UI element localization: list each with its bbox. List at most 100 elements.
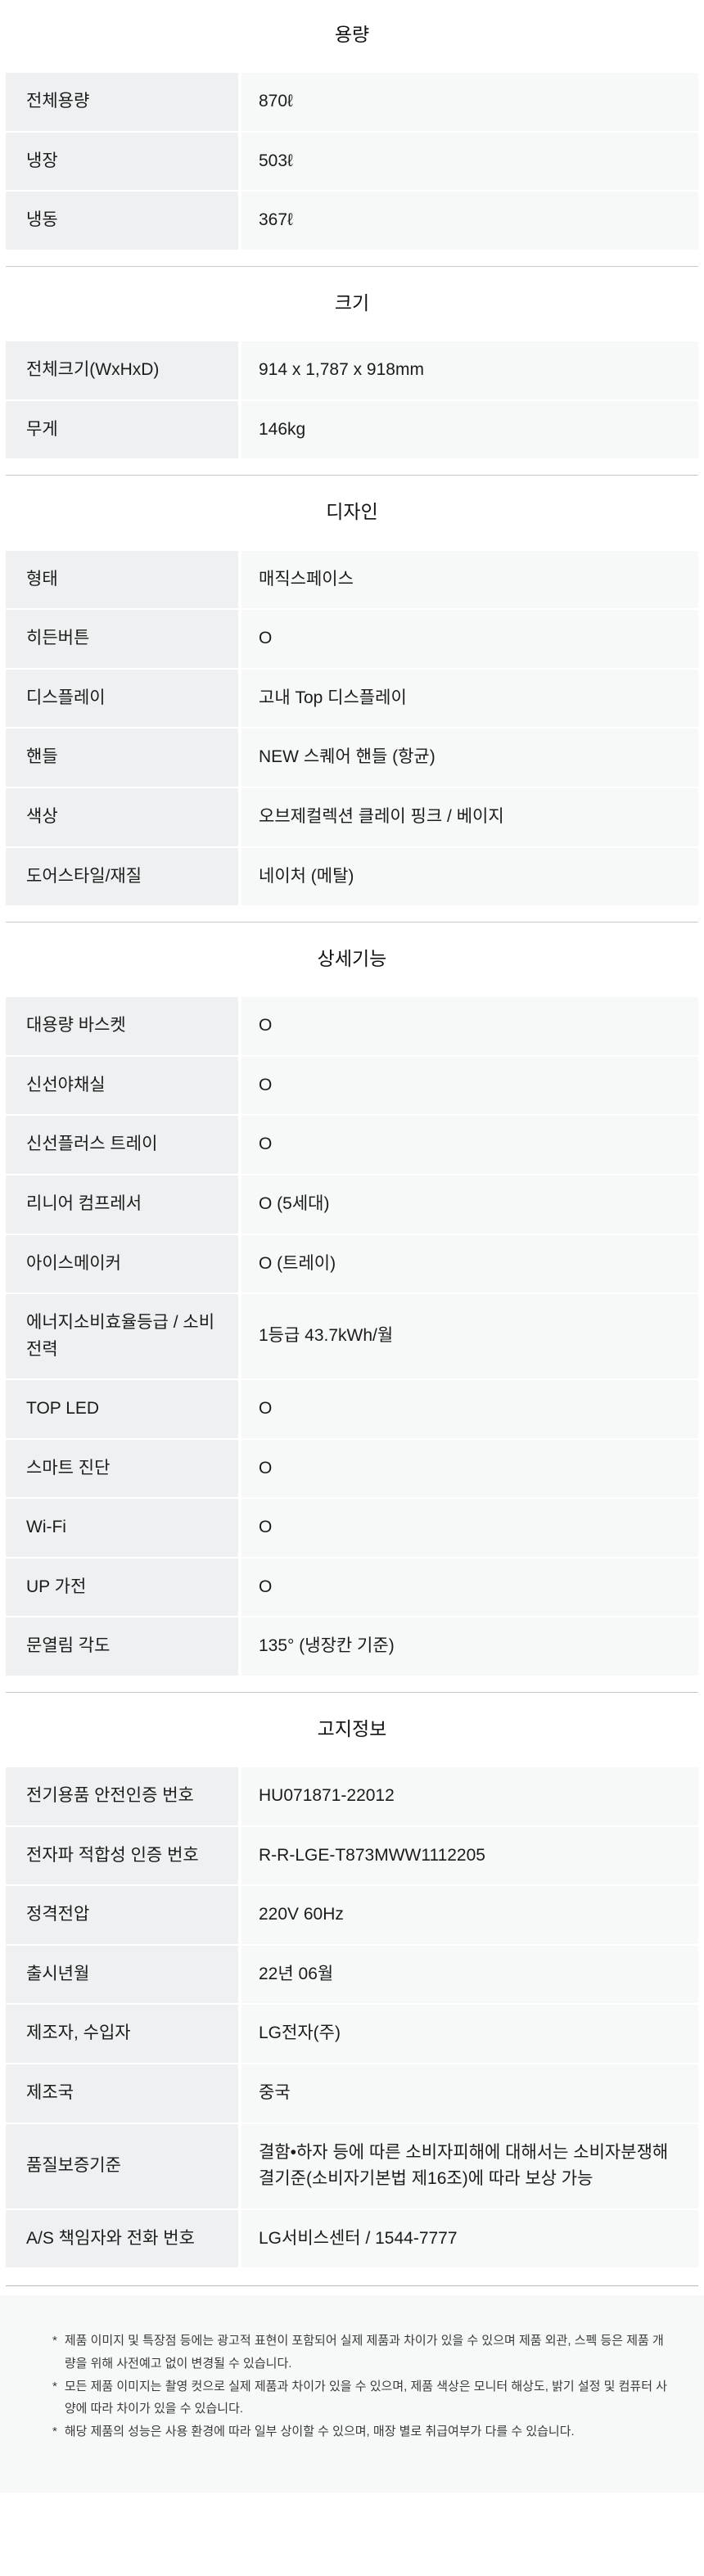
spec-table: 전체크기(WxHxD) 914 x 1,787 x 918mm 무게 146kg (0, 341, 704, 459)
spec-value-cell: 367ℓ (241, 192, 698, 250)
spec-label: 에너지소비효율등급 / 소비전력 (26, 1313, 215, 1359)
footnote-bullet: * (52, 2379, 57, 2393)
spec-value: 146kg (259, 419, 306, 439)
spec-label-cell: 리니어 컴프레서 (6, 1175, 238, 1234)
spec-label-cell: 히든버튼 (6, 610, 238, 668)
section-title: 용량 (334, 24, 370, 45)
spec-label-cell: TOP LED (6, 1380, 238, 1438)
spec-label: 신선야채실 (26, 1075, 106, 1094)
section-title: 고지정보 (317, 1717, 387, 1739)
table-row: 전자파 적합성 인증 번호 R-R-LGE-T873MWW1112205 (6, 1826, 698, 1885)
table-row: 전체용량 870ℓ (6, 73, 698, 131)
spec-value-cell: O (241, 1116, 698, 1175)
section-title: 상세기능 (317, 948, 387, 970)
footnote-item: * 해당 제품의 성능은 사용 환경에 따라 일부 상이할 수 있으며, 매장 별… (52, 2420, 667, 2443)
spec-label: 전체용량 (26, 92, 90, 111)
table-row: Wi-Fi O (6, 1499, 698, 1557)
table-row: 핸들 NEW 스퀘어 핸들 (항균) (6, 729, 698, 787)
spec-value-cell: 매직스페이스 (241, 550, 698, 609)
spec-label: 품질보증기준 (26, 2155, 121, 2175)
spec-value: O (259, 1016, 273, 1035)
spec-label: 제조자, 수입자 (26, 2023, 131, 2043)
table-row: 전체크기(WxHxD) 914 x 1,787 x 918mm (6, 341, 698, 399)
spec-value: 367ℓ (259, 210, 293, 230)
spec-value: 914 x 1,787 x 918mm (259, 360, 424, 380)
spec-section: 상세기능 대용량 바스켓 O 신선야채실 O 신선플러스 트레이 O 리니어 컴프레서 O (5… (0, 945, 704, 1676)
spec-value-cell: 135° (냉장칸 기준) (241, 1617, 698, 1676)
spec-label: 리니어 컴프레서 (26, 1194, 142, 1214)
spec-label-cell: 냉장 (6, 132, 238, 191)
spec-label: 색상 (26, 806, 58, 826)
spec-value: O (259, 1518, 273, 1537)
spec-table: 대용량 바스켓 O 신선야채실 O 신선플러스 트레이 O 리니어 컴프레서 O (5세대) 아… (0, 997, 704, 1676)
spec-label: UP 가전 (26, 1577, 87, 1596)
spec-value: 고내 Top 디스플레이 (259, 688, 407, 707)
spec-label: 전기용품 안전인증 번호 (26, 1786, 194, 1806)
spec-label: 핸들 (26, 747, 58, 767)
spec-label-cell: 아이스메이커 (6, 1234, 238, 1293)
spec-value-cell: 고내 Top 디스플레이 (241, 669, 698, 728)
footnote-text: 제품 이미지 및 특장점 등에는 광고적 표현이 포함되어 실제 제품과 차이가… (64, 2334, 664, 2371)
spec-label-cell: 형태 (6, 550, 238, 609)
spec-label-cell: 제조자, 수입자 (6, 2005, 238, 2064)
table-row: 리니어 컴프레서 O (5세대) (6, 1175, 698, 1234)
spec-value-cell: 네이처 (메탈) (241, 847, 698, 906)
spec-table: 전기용품 안전인증 번호 HU071871-22012 전자파 적합성 인증 번호 R… (0, 1767, 704, 2268)
footnote-text: 모든 제품 이미지는 촬영 컷으로 실제 제품과 차이가 있을 수 있으며, 제… (64, 2379, 667, 2416)
section-title: 디자인 (326, 501, 378, 523)
spec-label: TOP LED (26, 1399, 100, 1419)
spec-value: 135° (냉장칸 기준) (259, 1636, 395, 1656)
spec-label: 전자파 적합성 인증 번호 (26, 1845, 199, 1865)
spec-section: 용량 전체용량 870ℓ 냉장 503ℓ 냉동 367ℓ (0, 21, 704, 250)
spec-value: O (259, 1075, 273, 1094)
spec-value: HU071871-22012 (259, 1786, 395, 1806)
spec-value: 매직스페이스 (259, 569, 354, 589)
footnote-item: * 모든 제품 이미지는 촬영 컷으로 실제 제품과 차이가 있을 수 있으며, … (52, 2375, 667, 2421)
spec-label-cell: 냉동 (6, 192, 238, 250)
spec-label: 디스플레이 (26, 688, 106, 707)
table-row: 히든버튼 O (6, 610, 698, 668)
table-row: 형태 매직스페이스 (6, 550, 698, 609)
spec-label-cell: 도어스타일/재질 (6, 847, 238, 906)
table-row: 문열림 각도 135° (냉장칸 기준) (6, 1617, 698, 1676)
spec-label: 히든버튼 (26, 629, 90, 648)
spec-label: A/S 책임자와 전화 번호 (26, 2228, 195, 2248)
spec-label-cell: 전자파 적합성 인증 번호 (6, 1826, 238, 1885)
spec-label-cell: 색상 (6, 787, 238, 846)
spec-label-cell: A/S 책임자와 전화 번호 (6, 2209, 238, 2268)
table-row: A/S 책임자와 전화 번호 LG서비스센터 / 1544-7777 (6, 2209, 698, 2268)
footnote-item: * 제품 이미지 및 특장점 등에는 광고적 표현이 포함되어 실제 제품과 차이… (52, 2330, 667, 2375)
spec-value-cell: 914 x 1,787 x 918mm (241, 341, 698, 399)
spec-value-cell: 결함•하자 등에 따른 소비자피해에 대해서는 소비자분쟁해결기준(소비자기본법… (241, 2123, 698, 2208)
spec-label-cell: 디스플레이 (6, 669, 238, 728)
spec-label: 냉장 (26, 151, 58, 170)
table-row: 색상 오브제컬렉션 클레이 핑크 / 베이지 (6, 787, 698, 846)
spec-label-cell: 에너지소비효율등급 / 소비전력 (6, 1294, 238, 1379)
spec-value: O (259, 1577, 273, 1596)
footer-divider (6, 2285, 698, 2287)
spec-label: 제조국 (26, 2083, 74, 2103)
spec-value: O (트레이) (259, 1253, 336, 1273)
spec-value: O (259, 1458, 273, 1477)
spec-label: 아이스메이커 (26, 1253, 121, 1273)
spec-value: 1등급 43.7kWh/월 (259, 1326, 394, 1346)
section-divider (6, 475, 698, 476)
spec-label-cell: 무게 (6, 400, 238, 459)
footnote-bullet: * (52, 2334, 57, 2348)
section-title: 크기 (334, 291, 370, 314)
footnote-bullet: * (52, 2425, 57, 2439)
table-row: 신선플러스 트레이 O (6, 1116, 698, 1175)
spec-value: NEW 스퀘어 핸들 (항균) (259, 747, 435, 767)
table-row: 품질보증기준 결함•하자 등에 따른 소비자피해에 대해서는 소비자분쟁해결기준(… (6, 2123, 698, 2208)
spec-value: 오브제컬렉션 클레이 핑크 / 베이지 (259, 806, 504, 826)
table-row: 신선야채실 O (6, 1056, 698, 1115)
table-row: 디스플레이 고내 Top 디스플레이 (6, 669, 698, 728)
spec-label-cell: 정격전압 (6, 1886, 238, 1944)
spec-value-cell: O (241, 1499, 698, 1557)
spec-value-cell: 22년 06월 (241, 1945, 698, 2004)
spec-table: 전체용량 870ℓ 냉장 503ℓ 냉동 367ℓ (0, 73, 704, 250)
spec-value-cell: O (5세대) (241, 1175, 698, 1234)
spec-value-cell: O (241, 610, 698, 668)
spec-label: 냉동 (26, 210, 58, 230)
